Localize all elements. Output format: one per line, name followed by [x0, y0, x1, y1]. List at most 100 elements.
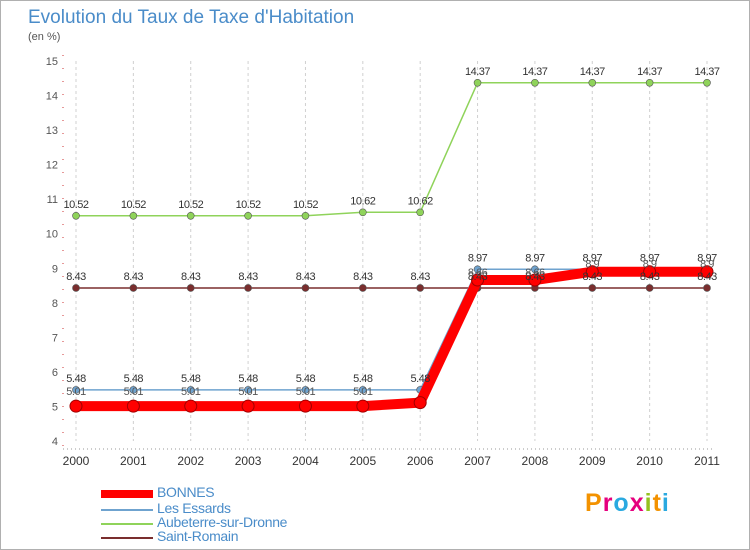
data-label-bonnes: 5.01	[238, 386, 258, 398]
data-point-bonnes	[700, 265, 714, 279]
y-tick-label: 11	[47, 194, 58, 206]
data-point-aubeterre	[588, 78, 597, 87]
data-label-bonnes: 8.9	[700, 259, 714, 271]
x-tick-label: 2006	[407, 454, 434, 468]
data-label-aubeterre: 10.62	[350, 195, 375, 207]
data-point-aubeterre	[359, 208, 367, 217]
series-saint-romain	[72, 284, 711, 292]
data-label-les-essards: 5.48	[296, 373, 316, 385]
data-point-saint-romain	[186, 284, 195, 292]
data-label-bonnes: 8.9	[643, 259, 657, 271]
brand-letter: t	[652, 489, 662, 517]
data-point-bonnes	[585, 265, 599, 279]
data-point-bonnes	[298, 399, 312, 413]
legend-label-bonnes: BONNES	[157, 484, 215, 500]
data-point-aubeterre	[301, 211, 310, 220]
y-tick-label: 10	[46, 229, 58, 241]
proxiti-logo: Proxiti	[585, 489, 670, 518]
data-label-aubeterre: 10.52	[121, 199, 146, 211]
data-point-saint-romain	[301, 284, 310, 292]
x-tick-label: 2003	[235, 454, 262, 468]
x-tick-labels: 2000 2001 2002 2003 2004 2005 2006 2007 2008 2009…	[63, 454, 721, 468]
y-tick-label: 8	[52, 298, 58, 310]
data-label-bonnes: 5.01	[181, 386, 201, 398]
data-point-saint-romain	[588, 284, 597, 292]
data-point-les-essards	[244, 386, 252, 394]
data-label-aubeterre: 14.37	[637, 66, 662, 78]
data-point-bonnes	[643, 265, 657, 279]
data-label-aubeterre: 10.52	[63, 199, 88, 211]
data-label-aubeterre: 14.37	[580, 66, 605, 78]
y-tick-label: 15	[46, 56, 58, 68]
data-label-saint-romain: 8.43	[640, 271, 660, 283]
data-label-les-essards: 5.48	[66, 373, 86, 385]
y-tick-label: 9	[52, 263, 58, 275]
brand-letter: P	[585, 489, 603, 517]
y-tick-label: 7	[52, 332, 58, 344]
data-point-saint-romain	[72, 284, 80, 292]
x-tick-label: 2004	[292, 454, 319, 468]
series-line-bonnes	[71, 266, 712, 412]
data-point-les-essards	[301, 386, 310, 394]
y-tick-label: 14	[46, 91, 58, 103]
chart-title: Evolution du Taux de Taxe d'Habitation	[28, 7, 355, 28]
data-point-aubeterre	[186, 211, 195, 220]
data-point-saint-romain	[416, 284, 424, 292]
chart-subtitle: (en %)	[28, 31, 61, 43]
y-tick-labels: 4 5 6 7 8 9 10 11 12 13 14 15	[46, 56, 58, 448]
data-label-aubeterre: 10.62	[408, 195, 433, 207]
brand-letter: r	[602, 489, 614, 517]
x-tick-label: 2001	[120, 454, 147, 468]
legend-swatch-aubeterre	[101, 523, 153, 525]
data-point-saint-romain	[129, 284, 138, 292]
data-label-saint-romain: 8.43	[468, 271, 488, 283]
data-point-aubeterre	[416, 208, 424, 217]
legend-swatch-saint-romain	[101, 537, 153, 539]
legend-label-aubeterre: Aubeterre-sur-Dronne	[157, 514, 288, 530]
data-label-bonnes: 8.66	[525, 267, 545, 279]
x-tick-label: 2010	[636, 454, 663, 468]
series-line-aubeterre	[75, 82, 708, 217]
data-label-aubeterre: 10.52	[293, 199, 318, 211]
brand-letter: x	[629, 489, 645, 517]
x-tick-label: 2005	[349, 454, 376, 468]
data-point-bonnes	[241, 399, 255, 413]
brand-letter: i	[644, 489, 653, 517]
legend-swatch-bonnes	[101, 490, 153, 498]
data-point-aubeterre	[473, 78, 482, 87]
data-label-saint-romain: 8.43	[697, 271, 717, 283]
data-label-les-essards: 5.48	[238, 373, 258, 385]
data-point-bonnes	[126, 399, 140, 413]
data-label-bonnes: 5.01	[353, 386, 373, 398]
data-label-saint-romain: 8.43	[238, 271, 258, 283]
x-tick-label: 2007	[464, 454, 491, 468]
legend-swatch-les-essards	[101, 509, 153, 511]
y-tick-label: 13	[46, 125, 58, 137]
data-label-saint-romain: 8.43	[66, 271, 86, 283]
y-tick-label: 6	[52, 367, 58, 379]
data-label-les-essards: 5.48	[124, 373, 144, 385]
data-label-bonnes: 8.9	[585, 259, 599, 271]
y-tick-label: 5	[52, 401, 58, 413]
data-label-bonnes: 5.01	[124, 386, 144, 398]
series-bonnes	[69, 265, 714, 413]
data-point-aubeterre	[531, 78, 539, 87]
brand-letter: o	[613, 489, 630, 517]
data-label-les-essards: 8.97	[583, 252, 603, 264]
data-point-les-essards	[531, 265, 539, 274]
x-tick-label: 2008	[522, 454, 549, 468]
data-point-aubeterre	[703, 78, 711, 87]
data-label-saint-romain: 8.43	[124, 271, 144, 283]
grid-lines	[75, 61, 708, 441]
x-tick-label: 2002	[177, 454, 204, 468]
data-label-les-essards: 8.97	[468, 252, 488, 264]
data-label-aubeterre: 10.52	[236, 199, 261, 211]
data-label-les-essards: 8.97	[525, 252, 545, 264]
data-point-aubeterre	[129, 211, 138, 220]
data-label-les-essards: 5.48	[181, 373, 201, 385]
x-tick-label: 2000	[63, 454, 90, 468]
data-label-saint-romain: 8.43	[296, 271, 316, 283]
data-label-les-essards: 5.48	[410, 373, 430, 385]
